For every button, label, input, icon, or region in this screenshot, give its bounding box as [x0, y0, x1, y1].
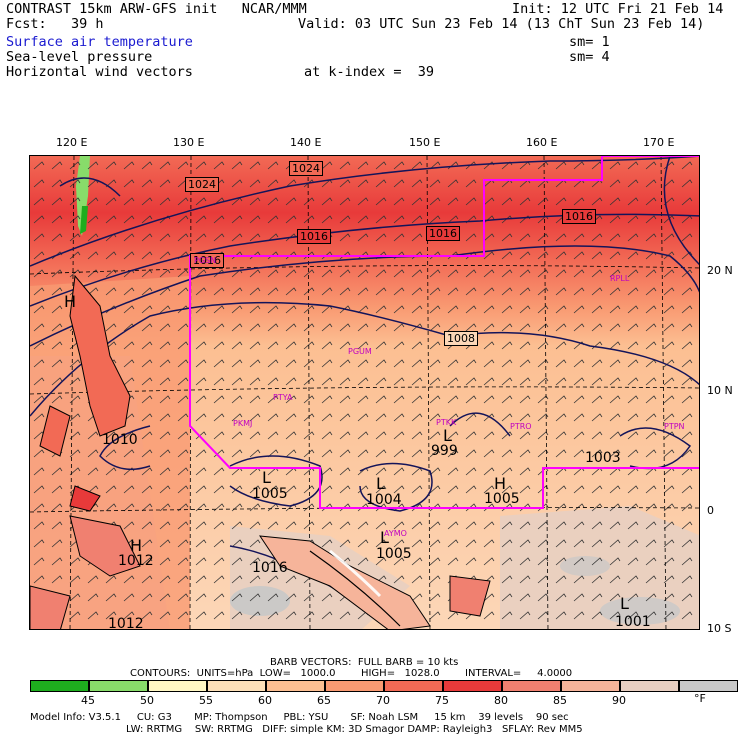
isobar-label: 1016 — [297, 229, 331, 244]
field-pressure-smoothing: sm= 4 — [569, 49, 610, 65]
isobar-label: 1016 — [190, 253, 224, 268]
high-center: H — [494, 474, 507, 493]
high-center: H — [64, 292, 77, 311]
field-temperature: Surface air temperature — [6, 34, 193, 50]
lat-label-20n: 20 N — [707, 264, 733, 277]
isobar-label: 1005 — [252, 486, 288, 502]
nested-domain-boundary — [189, 156, 699, 509]
isobar-label: 1010 — [102, 432, 138, 448]
colorbar-tick-label: 85 — [553, 694, 567, 707]
colorbar-tick-label: 75 — [435, 694, 449, 707]
wind-barbs — [30, 156, 699, 629]
isobar-label: 1004 — [366, 492, 402, 508]
isobar-label: 1003 — [585, 450, 621, 466]
station-marker: PTYA — [273, 393, 293, 402]
station-marker: PTKK — [436, 418, 457, 427]
init-time: Init: 12 UTC Fri 21 Feb 14 — [512, 1, 724, 17]
land-masses — [30, 274, 491, 629]
colorbar-tick-label: 50 — [140, 694, 154, 707]
colorbar-segment — [266, 680, 325, 692]
station-marker: AYMO — [384, 529, 407, 538]
valid-time: Valid: 03 UTC Sun 23 Feb 14 (13 ChT Sun … — [298, 16, 705, 32]
colorbar-segment — [207, 680, 266, 692]
station-marker: PGSN — [194, 256, 217, 265]
isobar-label: 1005 — [484, 491, 520, 507]
station-marker: PTPN — [664, 422, 685, 431]
colorbar-segment — [89, 680, 148, 692]
colorbar-segment — [679, 680, 738, 692]
colorbar-segment — [325, 680, 384, 692]
isobar-label: 1012 — [108, 616, 144, 630]
low-center: L — [620, 594, 629, 613]
colorbar-segment — [620, 680, 679, 692]
lon-label-150: 150 E — [409, 136, 441, 149]
lon-label-170: 170 E — [643, 136, 675, 149]
isobar-label: 1001 — [615, 614, 651, 630]
isobar-label: 1005 — [376, 546, 412, 562]
field-pressure: Sea-level pressure — [6, 49, 153, 65]
colorbar-tick-label: 45 — [81, 694, 95, 707]
colorbar-segment — [502, 680, 561, 692]
contour-legend: CONTOURS: UNITS=hPa LOW= 1000.0 HIGH= 10… — [130, 668, 573, 679]
station-marker: PKMJ — [233, 419, 253, 428]
lat-label-0: 0 — [707, 504, 714, 517]
isobar-label: 1016 — [426, 226, 460, 241]
vertical-level: at k-index = 39 — [304, 64, 435, 80]
isobar-label: 1016 — [252, 560, 288, 576]
lat-label-10n: 10 N — [707, 384, 733, 397]
lat-label-10s: 10 S — [707, 622, 732, 635]
station-marker: RPLL — [610, 274, 630, 283]
colorbar-tick-label: 65 — [317, 694, 331, 707]
lon-label-130: 130 E — [173, 136, 205, 149]
barb-legend: BARB VECTORS: FULL BARB = 10 kts — [270, 657, 459, 668]
low-center: L — [376, 474, 385, 493]
weather-map: 1024 1024 1016 1016 1016 1016 1008 1010 … — [29, 155, 700, 630]
model-info-line2: LW: RRTMG SW: RRTMG DIFF: simple KM: 3D … — [126, 724, 583, 735]
station-marker: PGUM — [348, 347, 372, 356]
colorbar-unit: °F — [694, 692, 706, 705]
isobar-label: 1024 — [185, 177, 219, 192]
model-info-line1: Model Info: V3.5.1 CU: G3 MP: Thompson P… — [30, 712, 569, 723]
colorbar-tick-label: 55 — [199, 694, 213, 707]
low-center: L — [262, 468, 271, 487]
isobar-label: 999 — [431, 443, 458, 459]
colorbar-tick-label: 90 — [612, 694, 626, 707]
colorbar-segment — [384, 680, 443, 692]
colorbar-segment — [443, 680, 502, 692]
isobar-label: 1012 — [118, 553, 154, 569]
colorbar-tick-label: 80 — [494, 694, 508, 707]
isobar-label: 1024 — [289, 161, 323, 176]
colorbar-segment — [561, 680, 620, 692]
low-center: L — [443, 426, 452, 445]
lon-label-140: 140 E — [290, 136, 322, 149]
model-title: CONTRAST 15km ARW-GFS init NCAR/MMM — [6, 1, 307, 17]
colorbar-tick-label: 60 — [258, 694, 272, 707]
colorbar-tick-label: 70 — [376, 694, 390, 707]
field-temperature-smoothing: sm= 1 — [569, 34, 610, 50]
high-center: H — [130, 536, 143, 555]
station-marker: PTRO — [510, 422, 532, 431]
field-wind: Horizontal wind vectors — [6, 64, 193, 80]
isobar-label: 1008 — [444, 331, 478, 346]
colorbar-segment — [148, 680, 207, 692]
lon-label-160: 160 E — [526, 136, 558, 149]
low-center: L — [380, 528, 389, 547]
forecast-hour: Fcst: 39 h — [6, 16, 104, 32]
colorbar-segment — [30, 680, 89, 692]
isobar-label: 1016 — [562, 209, 596, 224]
lon-label-120: 120 E — [56, 136, 88, 149]
